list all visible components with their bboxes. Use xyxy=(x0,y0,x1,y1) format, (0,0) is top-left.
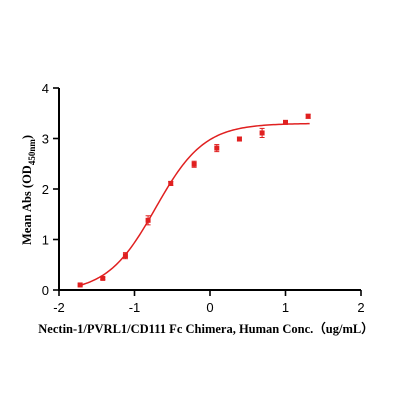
y-axis: 0 1 2 3 4 xyxy=(42,81,60,298)
x-ticks: -2 -1 0 1 2 xyxy=(53,290,365,315)
data-point xyxy=(191,160,197,168)
data-marker xyxy=(283,119,288,125)
x-axis: -2 -1 0 1 2 xyxy=(53,289,365,315)
data-marker xyxy=(145,217,151,223)
y-axis-title-end: ) xyxy=(20,135,34,139)
data-points xyxy=(77,113,311,288)
data-point xyxy=(236,136,242,142)
y-tick-label: 2 xyxy=(42,182,49,197)
y-tick-label: 0 xyxy=(42,283,49,298)
data-point xyxy=(259,127,265,138)
data-marker xyxy=(259,130,265,136)
data-marker xyxy=(122,253,128,259)
x-tick-label: -2 xyxy=(53,300,65,315)
data-marker xyxy=(77,282,83,288)
plot-area xyxy=(77,113,311,288)
y-tick-label: 4 xyxy=(42,81,49,96)
y-tick-label: 3 xyxy=(42,132,49,147)
data-marker xyxy=(168,180,174,186)
x-tick-label: 0 xyxy=(206,300,213,315)
fit-curve xyxy=(79,122,310,287)
x-tick-label: 1 xyxy=(282,300,289,315)
data-point xyxy=(168,180,174,186)
data-point xyxy=(214,144,220,153)
data-marker xyxy=(305,113,311,119)
data-marker xyxy=(191,161,197,167)
x-tick-label: 2 xyxy=(357,300,364,315)
x-axis-title: Nectin-1/PVRL1/CD111 Fc Chimera, Human C… xyxy=(38,321,373,336)
data-marker xyxy=(236,136,242,142)
data-marker xyxy=(214,145,220,151)
data-marker xyxy=(100,275,106,281)
data-point xyxy=(145,215,151,226)
data-point xyxy=(305,113,311,119)
data-point xyxy=(100,275,106,281)
data-point xyxy=(77,282,83,288)
y-tick-label: 1 xyxy=(42,233,49,248)
y-ticks: 0 1 2 3 4 xyxy=(42,81,59,298)
data-point xyxy=(122,252,128,260)
data-point xyxy=(283,119,288,125)
y-axis-title: Mean Abs (OD450nm) xyxy=(20,135,37,245)
x-tick-label: -1 xyxy=(129,300,141,315)
y-axis-title-main: Mean Abs (OD xyxy=(20,165,34,245)
y-axis-title-subscript: 450nm xyxy=(27,139,37,166)
